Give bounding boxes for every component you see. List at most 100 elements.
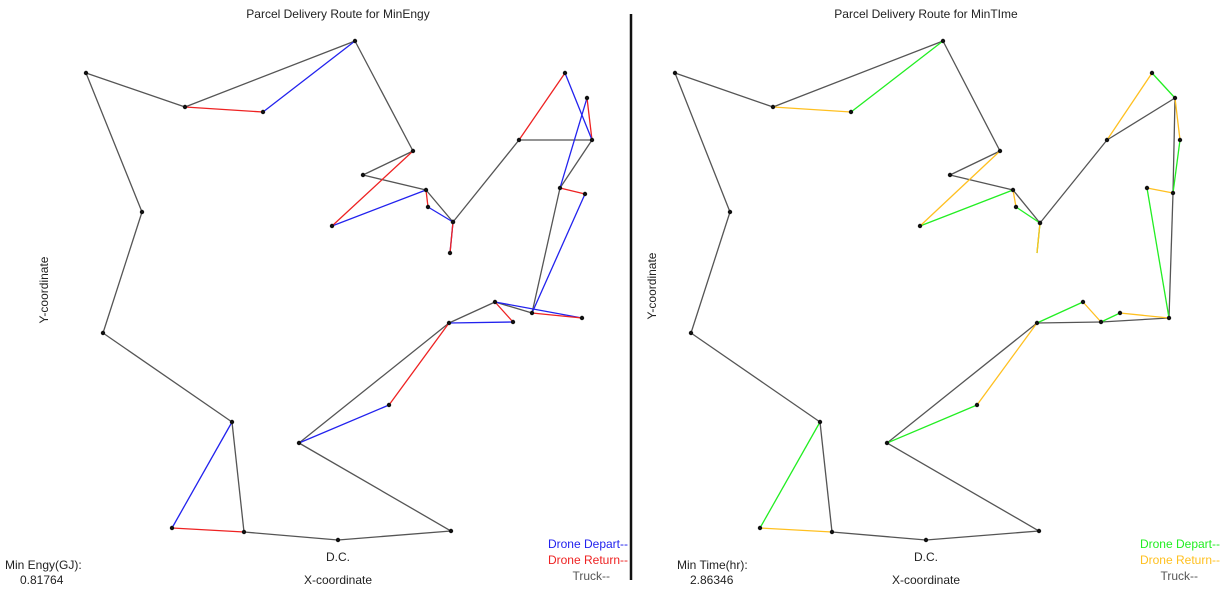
plot-area xyxy=(672,38,1183,543)
drone-return-segment xyxy=(976,322,1038,406)
customer-node xyxy=(557,185,563,191)
drone-depart-segment xyxy=(262,40,356,113)
customer-node xyxy=(1170,190,1176,196)
panel-min-time: Parcel Delivery Route for MinTIme Y-coor… xyxy=(645,7,1220,587)
truck-segment xyxy=(886,442,1040,532)
metric-value: 0.81764 xyxy=(20,573,64,587)
customer-node xyxy=(182,104,188,110)
customer-node xyxy=(241,529,247,535)
drone-return-segment xyxy=(388,322,450,406)
truck-segment xyxy=(85,72,143,213)
drone-depart-segment xyxy=(1146,187,1170,319)
x-axis-label: X-coordinate xyxy=(892,573,960,587)
legend-drone-depart: Drone Depart-- xyxy=(1140,537,1220,551)
legend-drone-return: Drone Return-- xyxy=(548,553,628,567)
drone-depart-segment xyxy=(531,193,586,314)
drone-depart-segment xyxy=(559,97,588,189)
chart-title: Parcel Delivery Route for MinEngy xyxy=(246,7,429,21)
customer-node xyxy=(229,419,235,425)
depot-label: D.C. xyxy=(914,550,938,564)
drone-return-segment xyxy=(1106,72,1153,141)
truck-segment xyxy=(831,531,927,541)
customer-node xyxy=(1144,185,1150,191)
truck-segment xyxy=(690,332,821,423)
truck-segment xyxy=(102,332,233,423)
drone-return-segment xyxy=(559,187,586,195)
truck-segment xyxy=(559,139,593,189)
truck-segment xyxy=(425,189,454,223)
customer-node xyxy=(584,95,590,101)
drone-return-segment xyxy=(759,527,833,533)
truck-segment xyxy=(1012,189,1041,224)
customer-node xyxy=(260,109,266,115)
drone-depart-segment xyxy=(886,404,978,444)
drone-depart-segment xyxy=(298,404,390,444)
customer-node xyxy=(1098,319,1104,325)
truck-segment xyxy=(354,40,414,152)
customer-node xyxy=(169,525,175,531)
customer-node xyxy=(425,204,431,210)
customer-node xyxy=(770,104,776,110)
drone-return-segment xyxy=(1012,189,1017,208)
drone-return-segment xyxy=(772,106,852,113)
y-axis-label: Y-coordinate xyxy=(645,252,659,319)
customer-node xyxy=(100,330,106,336)
truck-segment xyxy=(298,442,452,532)
legend-drone-depart: Drone Depart-- xyxy=(548,537,628,551)
customer-node xyxy=(974,402,980,408)
legend: Drone Depart-- Drone Return-- Truck-- xyxy=(1140,537,1220,583)
customer-node xyxy=(83,70,89,76)
drone-return-segment xyxy=(919,150,1001,227)
customer-node xyxy=(352,38,358,44)
drone-depart-segment xyxy=(1015,206,1041,224)
truck-segment xyxy=(1036,321,1102,324)
drone-depart-segment xyxy=(564,72,593,141)
drone-return-segment xyxy=(1119,312,1170,319)
customer-node xyxy=(947,172,953,178)
customer-node xyxy=(829,529,835,535)
drone-depart-segment xyxy=(1151,72,1176,99)
truck-segment xyxy=(362,174,427,191)
customer-node xyxy=(1104,137,1110,143)
truck-segment xyxy=(1100,317,1170,323)
drone-return-segment xyxy=(171,527,245,533)
truck-segment xyxy=(674,72,731,213)
customer-node xyxy=(529,310,535,316)
truck-segment xyxy=(102,211,143,334)
customer-node xyxy=(1149,70,1155,76)
metric-label: Min Engy(GJ): xyxy=(5,558,82,572)
customer-node xyxy=(335,537,341,543)
drone-return-segment xyxy=(518,72,566,141)
truck-segment xyxy=(1172,97,1176,194)
drone-depart-segment xyxy=(448,321,514,324)
drone-depart-segment xyxy=(331,189,427,227)
metric-value: 2.86346 xyxy=(690,573,734,587)
drone-return-segment xyxy=(1174,97,1181,141)
customer-node xyxy=(757,525,763,531)
customer-node xyxy=(360,172,366,178)
customer-node xyxy=(848,109,854,115)
customer-node xyxy=(492,299,498,305)
drone-depart-segment xyxy=(850,40,944,113)
customer-node xyxy=(672,70,678,76)
plot-area xyxy=(83,38,595,543)
customer-node xyxy=(448,528,454,534)
drone-depart-segment xyxy=(427,206,454,223)
drone-depart-segment xyxy=(1100,312,1121,323)
customer-node xyxy=(917,223,923,229)
customer-node xyxy=(510,319,516,325)
customer-node xyxy=(423,187,429,193)
drone-depart-segment xyxy=(759,421,821,529)
customer-node xyxy=(1036,528,1042,534)
customer-node xyxy=(139,209,145,215)
truck-segment xyxy=(819,421,833,533)
customer-node xyxy=(1013,204,1019,210)
truck-segment xyxy=(531,187,561,314)
customer-node xyxy=(1080,299,1086,305)
customer-node xyxy=(727,209,733,215)
customer-node xyxy=(940,38,946,44)
truck-segment xyxy=(1039,139,1108,224)
truck-segment xyxy=(949,174,1014,191)
legend-truck: Truck-- xyxy=(1160,569,1198,583)
legend-truck: Truck-- xyxy=(572,569,610,583)
